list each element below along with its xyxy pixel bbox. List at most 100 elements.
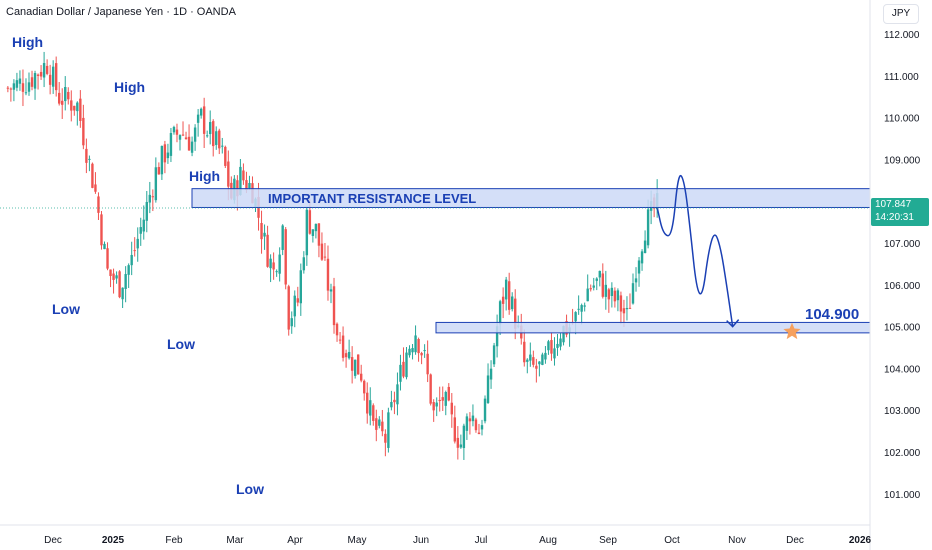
candle-body <box>190 141 194 153</box>
candle-body <box>281 225 284 250</box>
candle-body <box>36 74 40 76</box>
candle-body <box>447 386 450 401</box>
candle-body <box>595 278 598 281</box>
candle-body <box>76 102 79 112</box>
candle-body <box>106 248 109 269</box>
candle-body <box>205 135 209 137</box>
candle-body <box>136 238 139 249</box>
candle-body <box>610 287 614 297</box>
candle-body <box>118 271 121 298</box>
candle-body <box>166 152 170 159</box>
candle-body <box>196 114 200 123</box>
currency-button[interactable]: JPY <box>883 4 919 24</box>
candle-body <box>21 83 25 92</box>
candle-body <box>589 288 592 290</box>
price-tick-label: 109.000 <box>884 155 921 166</box>
candle-body <box>489 368 493 380</box>
candle-body <box>646 209 650 246</box>
candle-body <box>61 100 64 105</box>
candle-body <box>248 182 251 189</box>
candle-body <box>215 131 218 145</box>
candle-body <box>115 275 118 279</box>
candle-body <box>160 145 164 175</box>
candle-body <box>187 136 191 151</box>
price-tick-label: 101.000 <box>884 490 921 501</box>
candle-body <box>275 271 278 273</box>
candle-body <box>553 348 556 359</box>
time-tick-label: Dec <box>786 535 804 546</box>
candle-body <box>284 229 287 285</box>
candle-body <box>420 352 423 356</box>
candle-body <box>559 338 562 347</box>
candle-body <box>462 425 466 449</box>
candle-body <box>73 105 76 111</box>
pivot-high-label: High <box>114 79 146 95</box>
candle-body <box>82 117 85 146</box>
candle-body <box>477 432 481 435</box>
candle-body <box>356 354 360 375</box>
time-tick-label: Oct <box>664 535 680 546</box>
candle-body <box>535 365 538 369</box>
candle-body <box>193 127 197 142</box>
price-tick-label: 107.000 <box>884 239 921 250</box>
projection-layer <box>656 174 740 328</box>
candle-body <box>145 201 148 221</box>
candle-body <box>453 417 457 442</box>
time-axis[interactable]: Dec 2025 Feb Mar Apr May Jun Jul Aug Sep Oct Nov Dec… <box>44 535 871 546</box>
candle-body <box>360 373 363 381</box>
candle-body <box>640 251 644 264</box>
candle-body <box>58 92 61 104</box>
candle-body <box>562 325 565 343</box>
candle-body <box>6 87 10 89</box>
price-axis[interactable]: 112.000 111.000 110.000 109.000 107.000 106.0… <box>884 30 921 501</box>
candle-body <box>350 357 354 371</box>
candle-body <box>556 343 559 348</box>
price-tick-label: 103.000 <box>884 406 921 417</box>
time-tick-label: Jun <box>413 535 429 546</box>
candle-body <box>501 296 505 304</box>
candle-body <box>272 262 275 270</box>
time-tick-label: 2026 <box>849 535 872 546</box>
time-tick-label: Aug <box>539 535 557 546</box>
resistance-label: IMPORTANT RESISTANCE LEVEL <box>268 191 477 206</box>
candle-body <box>338 339 342 341</box>
price-tick-label: 106.000 <box>884 281 921 292</box>
candle-body <box>444 392 447 406</box>
candle-body <box>604 284 608 297</box>
star-shape <box>783 322 801 340</box>
candle-body <box>402 361 405 377</box>
candle-body <box>311 229 315 236</box>
candle-body <box>209 122 212 135</box>
candle-body <box>399 364 402 382</box>
candle-body <box>353 359 357 376</box>
candle-body <box>109 269 112 277</box>
time-tick-label: Feb <box>165 535 183 546</box>
candle-body <box>30 77 34 87</box>
candle-body <box>526 359 529 362</box>
candle-body <box>151 196 155 198</box>
candle-body <box>598 270 601 278</box>
candle-body <box>18 78 22 84</box>
candle-body <box>221 145 224 147</box>
candle-body <box>631 283 635 304</box>
candle-body <box>148 194 151 203</box>
candle-body <box>88 158 91 160</box>
candle-body <box>51 66 55 87</box>
pivot-low-label: Low <box>52 301 80 317</box>
candle-body <box>33 73 37 89</box>
candle-body <box>85 148 88 163</box>
candle-body <box>574 312 577 322</box>
time-tick-label: Sep <box>599 535 617 546</box>
candle-body <box>184 137 188 140</box>
candle-body <box>532 357 535 365</box>
candle-body <box>625 307 629 310</box>
candle-body <box>459 444 463 448</box>
candle-body <box>227 161 230 187</box>
star-icon <box>783 322 801 340</box>
candle-body <box>142 219 145 232</box>
candle-body <box>580 305 583 312</box>
candle-body <box>9 88 13 90</box>
candle-body <box>411 348 414 353</box>
symbol-title[interactable]: Canadian Dollar / Japanese Yen · 1D · OA… <box>6 6 236 18</box>
candle-body <box>112 273 115 280</box>
